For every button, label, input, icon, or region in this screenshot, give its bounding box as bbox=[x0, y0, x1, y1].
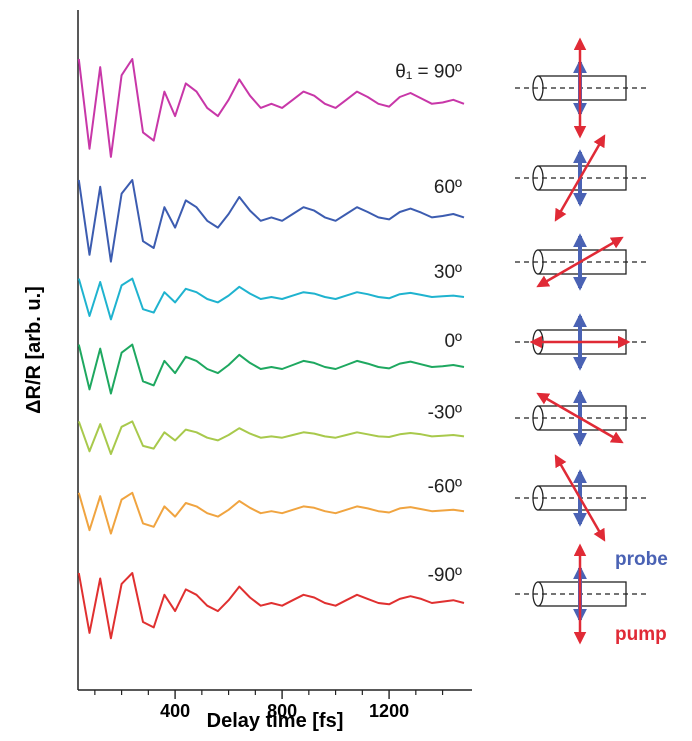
cylinder-icon bbox=[515, 313, 646, 371]
pump-arrow bbox=[536, 236, 624, 288]
trace bbox=[77, 277, 465, 321]
polarization-diagram bbox=[515, 37, 646, 645]
x-tick-label: 1200 bbox=[369, 701, 409, 721]
plot-area: 400 800 1200 θ₁ = 90º 60º 30º 0º -30º -60º -90º bbox=[77, 10, 472, 721]
series-label: 0º bbox=[444, 331, 462, 352]
series-label: θ₁ = 90º bbox=[395, 62, 462, 83]
cylinder-icon bbox=[515, 134, 646, 222]
series-label: -60º bbox=[428, 476, 462, 497]
trace bbox=[77, 572, 465, 640]
cylinder-icon bbox=[515, 543, 646, 645]
cylinder-icon bbox=[515, 233, 646, 291]
trace bbox=[77, 343, 465, 395]
cylinder-icon bbox=[515, 454, 646, 542]
probe-label: probe bbox=[615, 549, 668, 570]
y-axis-label: ΔR/R [arb. u.] bbox=[23, 286, 45, 414]
pump-arrow bbox=[536, 392, 624, 444]
trace bbox=[77, 179, 465, 263]
trace bbox=[77, 420, 465, 455]
series-label: 60º bbox=[434, 177, 462, 198]
cylinder-icon bbox=[515, 37, 646, 139]
pump-arrow bbox=[554, 454, 606, 542]
series-label: -30º bbox=[428, 402, 462, 423]
x-tick-label: 400 bbox=[160, 701, 190, 721]
x-tick-label: 800 bbox=[267, 701, 297, 721]
x-axis-label: Delay time [fs] bbox=[207, 710, 344, 732]
pump-arrow bbox=[554, 134, 606, 222]
pump-label: pump bbox=[615, 624, 667, 645]
trace bbox=[77, 491, 465, 535]
series-label: 30º bbox=[434, 262, 462, 283]
trace bbox=[77, 58, 465, 158]
series-label: -90º bbox=[428, 565, 462, 586]
cylinder-icon bbox=[515, 389, 646, 447]
